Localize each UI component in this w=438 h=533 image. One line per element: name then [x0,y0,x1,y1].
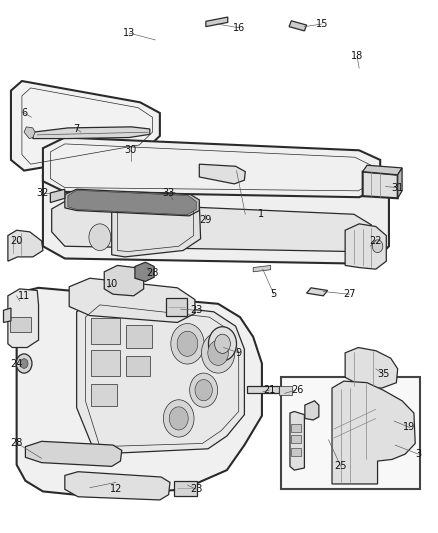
Circle shape [208,327,237,361]
Bar [281,377,420,489]
Circle shape [163,400,194,437]
Polygon shape [253,265,271,272]
Text: 29: 29 [199,215,211,224]
Polygon shape [363,165,402,175]
Polygon shape [199,164,245,184]
Text: 13: 13 [123,28,135,38]
Bar [166,298,187,316]
Text: 3: 3 [415,449,421,459]
Text: 21: 21 [263,385,276,395]
Circle shape [201,333,235,373]
Text: 25: 25 [335,462,347,471]
Polygon shape [112,192,201,257]
Text: 35: 35 [377,369,389,379]
Circle shape [208,340,229,366]
Polygon shape [363,172,398,198]
Polygon shape [305,401,319,420]
Polygon shape [206,17,228,27]
Bar [91,384,117,406]
Circle shape [89,224,111,251]
Polygon shape [135,262,154,281]
Text: 16: 16 [233,23,245,33]
Text: 26: 26 [291,385,303,395]
Text: 7: 7 [74,124,80,134]
Text: 9: 9 [236,348,242,358]
Polygon shape [332,381,415,484]
Text: 6: 6 [21,108,27,118]
Polygon shape [68,190,196,215]
Text: 24: 24 [11,359,23,368]
Polygon shape [24,127,35,139]
Text: 28: 28 [11,439,23,448]
Polygon shape [50,189,65,203]
Polygon shape [4,308,11,322]
Polygon shape [65,189,199,216]
Bar [10,317,31,332]
Polygon shape [289,21,307,31]
Text: 1: 1 [258,209,264,219]
Text: 18: 18 [351,51,363,61]
Text: 5: 5 [271,289,277,299]
Polygon shape [43,138,380,197]
Circle shape [169,407,188,430]
Polygon shape [290,411,304,470]
Bar [291,448,301,456]
Polygon shape [69,278,195,322]
Circle shape [372,240,383,253]
Text: 20: 20 [11,236,23,246]
Circle shape [190,373,218,407]
Text: 31: 31 [392,183,404,192]
Polygon shape [33,127,150,139]
Bar [247,386,279,393]
Text: 22: 22 [370,236,382,246]
Text: 27: 27 [343,289,356,299]
Text: 10: 10 [106,279,118,288]
Polygon shape [17,288,262,497]
Text: 11: 11 [18,291,30,301]
Text: 28: 28 [146,268,159,278]
Text: 19: 19 [403,423,416,432]
Circle shape [171,324,204,364]
Bar [126,356,150,376]
Circle shape [16,354,32,373]
Bar [279,386,292,395]
Polygon shape [65,472,170,500]
Polygon shape [307,288,328,296]
Bar [174,481,197,496]
Polygon shape [8,230,43,261]
Text: 32: 32 [37,188,49,198]
Text: 30: 30 [124,146,137,155]
Circle shape [195,379,212,401]
Polygon shape [398,168,402,198]
Circle shape [215,334,230,353]
Polygon shape [345,224,386,269]
Bar [91,350,120,376]
Polygon shape [77,298,244,454]
Text: 12: 12 [110,484,122,494]
Polygon shape [11,81,160,171]
Text: 15: 15 [316,19,328,29]
Circle shape [20,359,28,368]
Polygon shape [52,201,371,252]
Text: 33: 33 [162,188,175,198]
Circle shape [177,331,198,357]
Bar [291,424,301,432]
Bar [91,318,120,344]
Bar [126,325,152,348]
Text: 23: 23 [190,305,202,315]
Text: 23: 23 [190,484,202,494]
Polygon shape [8,289,39,348]
Polygon shape [25,441,122,466]
Bar [291,435,301,443]
Polygon shape [104,265,144,296]
Polygon shape [345,348,398,388]
Polygon shape [43,163,389,264]
